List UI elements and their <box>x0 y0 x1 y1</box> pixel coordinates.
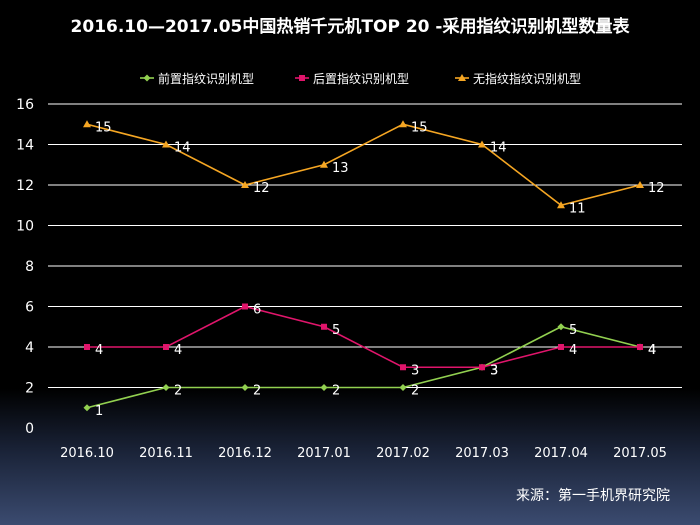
y-tick-label: 10 <box>16 219 34 235</box>
y-tick-label: 6 <box>25 300 34 316</box>
series-line <box>86 123 641 207</box>
point-marker <box>636 181 644 188</box>
legend-marker <box>458 74 466 81</box>
data-label: 14 <box>490 141 507 156</box>
data-label: 5 <box>332 323 340 338</box>
legend-label: 无指纹指纹识别机型 <box>473 71 581 86</box>
data-label: 15 <box>411 120 428 135</box>
data-label: 5 <box>569 323 577 338</box>
chart-title: 2016.10—2017.05中国热销千元机TOP 20 -采用指纹识别机型数量… <box>70 17 630 37</box>
point-marker <box>399 120 407 128</box>
point-marker <box>400 364 406 371</box>
point-marker <box>637 344 643 350</box>
data-label: 6 <box>253 303 261 318</box>
data-label: 3 <box>411 363 419 378</box>
series-line <box>86 325 641 409</box>
point-marker <box>320 384 328 391</box>
data-label: 4 <box>569 343 577 358</box>
data-label: 1 <box>95 404 103 419</box>
y-tick-label: 14 <box>16 138 34 154</box>
data-label: 3 <box>490 363 498 378</box>
point-marker <box>478 140 486 148</box>
point-marker <box>320 160 328 168</box>
point-marker <box>558 344 564 350</box>
point-marker <box>84 344 90 350</box>
data-label: 2 <box>253 384 261 399</box>
x-tick-label: 2016.12 <box>218 446 272 461</box>
point-marker <box>162 140 170 148</box>
data-label: 11 <box>569 201 586 216</box>
legend-label: 后置指纹识别机型 <box>313 71 409 86</box>
y-tick-label: 4 <box>25 340 34 356</box>
legend-label: 前置指纹识别机型 <box>158 71 254 86</box>
y-tick-label: 8 <box>25 259 34 275</box>
point-marker <box>83 404 91 412</box>
data-label: 15 <box>95 120 112 135</box>
point-marker <box>399 384 407 391</box>
x-tick-label: 2017.01 <box>297 446 351 461</box>
series-line <box>87 305 640 369</box>
point-marker <box>162 384 170 391</box>
source-note: 来源：第一手机界研究院 <box>516 488 670 504</box>
data-label: 4 <box>648 343 656 358</box>
point-marker <box>241 384 249 391</box>
point-marker <box>557 201 565 209</box>
data-label: 3 <box>490 363 498 378</box>
x-tick-label: 2017.05 <box>613 446 667 461</box>
y-tick-label: 0 <box>25 421 34 437</box>
data-label: 4 <box>95 343 103 358</box>
data-label: 2 <box>174 384 182 399</box>
x-tick-label: 2016.10 <box>60 446 114 461</box>
x-tick-label: 2017.03 <box>455 446 509 461</box>
data-label: 4 <box>174 343 182 358</box>
point-marker <box>242 303 248 310</box>
data-label: 2 <box>411 384 419 399</box>
data-label: 14 <box>174 141 191 156</box>
point-marker <box>321 323 327 330</box>
x-tick-label: 2017.04 <box>534 446 588 461</box>
data-label: 4 <box>648 343 656 358</box>
data-label: 12 <box>253 181 270 196</box>
y-tick-label: 2 <box>25 381 34 397</box>
point-marker <box>83 120 91 128</box>
point-marker <box>557 323 565 331</box>
point-marker <box>163 344 169 350</box>
y-tick-label: 12 <box>16 178 34 194</box>
data-label: 12 <box>648 181 665 196</box>
legend-marker <box>143 74 151 82</box>
x-tick-label: 2017.02 <box>376 446 430 461</box>
data-label: 2 <box>332 384 340 399</box>
y-tick-label: 16 <box>16 97 34 113</box>
point-marker <box>479 364 485 371</box>
data-label: 13 <box>332 161 349 176</box>
x-tick-label: 2016.11 <box>139 446 193 461</box>
point-marker <box>241 181 249 188</box>
legend-marker <box>299 75 305 81</box>
